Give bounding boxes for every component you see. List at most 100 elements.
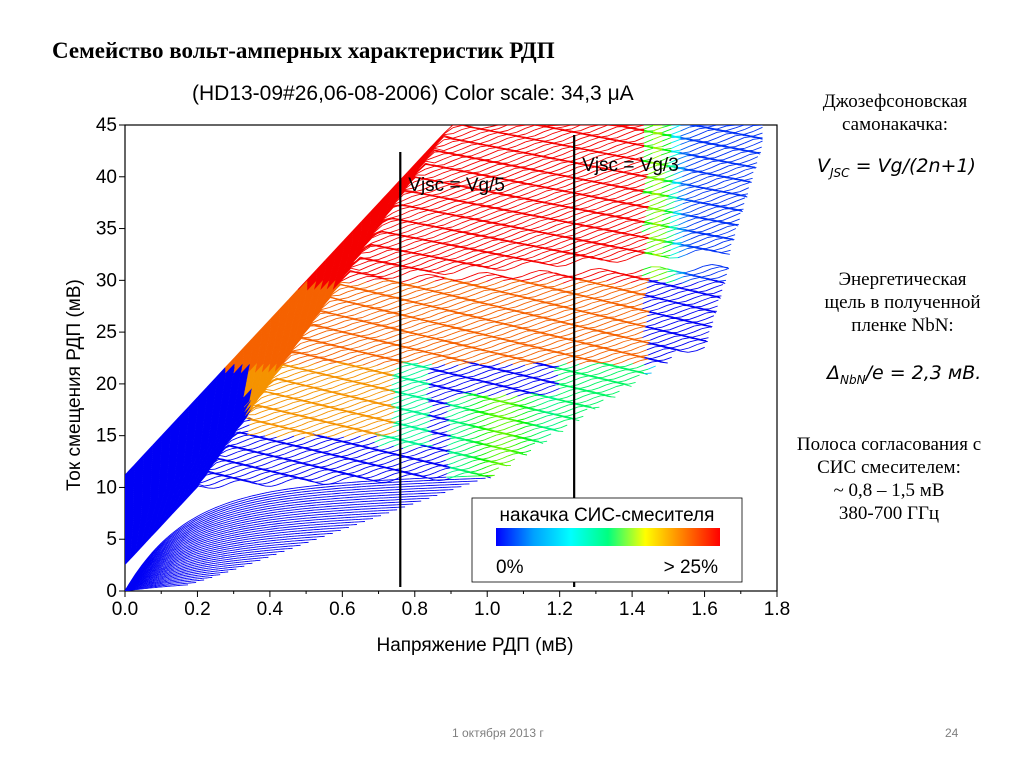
- iv-curve-segment: [155, 572, 159, 575]
- iv-curve-segment: [173, 547, 179, 551]
- iv-curve-segment: [262, 499, 268, 501]
- iv-curve-segment: [505, 449, 512, 452]
- iv-curve-segment: [217, 537, 222, 540]
- iv-curve-segment: [144, 556, 151, 563]
- iv-curve-segment: [197, 539, 202, 542]
- iv-curve-segment: [177, 566, 180, 569]
- iv-curve-segment: [173, 532, 180, 537]
- iv-curve-segment: [141, 582, 144, 585]
- iv-curve-segment: [235, 502, 241, 506]
- iv-curve-segment: [146, 566, 151, 571]
- iv-curve-segment: [167, 545, 172, 550]
- iv-curve-segment: [292, 494, 298, 497]
- iv-curve-segment: [289, 502, 295, 504]
- iv-curve-segment: [274, 523, 279, 525]
- iv-curve-segment: [391, 478, 397, 482]
- iv-curve-segment: [188, 563, 192, 566]
- iv-curve-segment: [174, 568, 178, 571]
- iv-curve-segment: [236, 513, 242, 516]
- iv-curve-segment: [222, 551, 225, 553]
- iv-curve-segment: [201, 528, 206, 532]
- iv-curve-segment: [207, 552, 211, 554]
- iv-curve-segment: [158, 545, 164, 551]
- iv-curve-segment: [179, 567, 182, 570]
- iv-curve-segment: [143, 575, 148, 578]
- iv-curve-segment: [147, 564, 152, 569]
- iv-curve-segment: [154, 561, 159, 565]
- iv-curve-segment: [178, 535, 184, 540]
- iv-curve-segment: [232, 510, 238, 513]
- iv-curve-segment: [260, 504, 266, 506]
- iv-curve-segment: [210, 531, 215, 534]
- iv-curve-segment: [164, 550, 170, 554]
- iv-curve-segment: [200, 557, 203, 559]
- iv-curve-segment: [196, 543, 201, 546]
- iv-curve-segment: [184, 563, 188, 565]
- iv-curve-segment: [176, 548, 181, 552]
- iv-curve-segment: [151, 566, 156, 570]
- iv-curve-segment: [234, 479, 241, 482]
- iv-curve-segment: [311, 448, 319, 451]
- iv-curve-segment: [192, 539, 197, 542]
- iv-curve-segment: [262, 506, 267, 508]
- iv-curve-segment: [289, 490, 296, 492]
- iv-curve-segment: [241, 530, 246, 532]
- iv-curve-segment: [218, 549, 221, 552]
- iv-curve-segment: [268, 521, 273, 523]
- iv-curve-segment: [237, 522, 242, 525]
- iv-curve-segment: [233, 505, 239, 509]
- iv-curve-segment: [179, 546, 184, 550]
- iv-curve-segment: [448, 419, 456, 421]
- iv-curve-segment: [311, 489, 317, 492]
- iv-curve-segment: [200, 561, 203, 563]
- iv-curve-segment: [155, 557, 161, 562]
- iv-curve-segment: [279, 501, 285, 503]
- iv-curve-segment: [152, 553, 158, 559]
- iv-curve-segment: [235, 498, 241, 501]
- iv-curve-segment: [140, 580, 144, 583]
- iv-curve-segment: [225, 527, 231, 529]
- iv-curve-segment: [149, 550, 156, 558]
- iv-curve-segment: [198, 546, 202, 549]
- iv-curve-segment: [281, 505, 286, 508]
- iv-curve-segment: [271, 504, 277, 507]
- iv-curve-segment: [281, 507, 286, 510]
- iv-curve-segment: [154, 546, 161, 552]
- iv-curve-segment: [153, 578, 157, 581]
- iv-curve-segment: [218, 484, 225, 488]
- iv-curve-segment: [219, 503, 226, 507]
- iv-curve-segment: [264, 522, 269, 524]
- iv-curve-segment: [210, 541, 215, 544]
- iv-curve-segment: [224, 550, 228, 553]
- iv-curve-segment: [257, 520, 262, 523]
- iv-curve-segment: [139, 583, 142, 586]
- iv-curve-segment: [149, 560, 155, 565]
- iv-curve-segment: [142, 581, 145, 584]
- iv-curve-segment: [244, 534, 248, 536]
- iv-curve-segment: [318, 482, 324, 485]
- iv-curve-segment: [202, 522, 208, 526]
- iv-curve-segment: [289, 511, 294, 514]
- iv-curve-segment: [216, 548, 220, 550]
- iv-curve-segment: [297, 476, 304, 479]
- iv-curve-segment: [172, 553, 177, 556]
- iv-curve-segment: [285, 512, 290, 514]
- iv-curve-segment: [186, 552, 190, 555]
- iv-curve-segment: [181, 557, 186, 560]
- iv-curve-segment: [241, 532, 246, 535]
- iv-curve-segment: [170, 567, 174, 570]
- iv-curve-segment: [164, 575, 167, 578]
- iv-curve-segment: [255, 530, 259, 532]
- iv-curve-segment: [143, 573, 147, 577]
- iv-curve-segment: [220, 526, 226, 529]
- iv-curve-segment: [180, 526, 186, 531]
- iv-curve-segment: [171, 547, 176, 551]
- iv-curve-segment: [172, 545, 178, 549]
- iv-curve-segment: [129, 573, 136, 583]
- iv-curve-segment: [270, 495, 277, 498]
- iv-curve-segment: [198, 548, 203, 551]
- iv-curve-segment: [175, 540, 181, 544]
- iv-curve-segment: [403, 470, 409, 473]
- iv-curve-segment: [219, 524, 224, 527]
- iv-curve-segment: [148, 577, 152, 580]
